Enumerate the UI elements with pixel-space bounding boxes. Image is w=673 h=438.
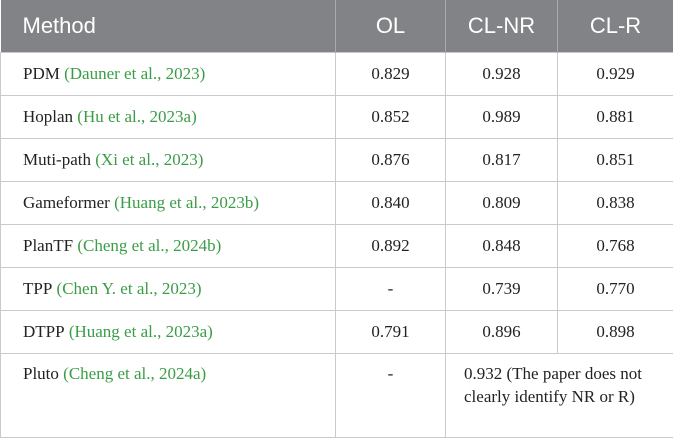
merged-note-cell: 0.932 (The paper does not clearly identi… [446, 354, 673, 438]
method-name: DTPP [23, 322, 65, 341]
ol-cell: 0.829 [336, 53, 446, 96]
cl-r-cell: 0.898 [558, 311, 673, 354]
ol-cell: 0.876 [336, 139, 446, 182]
page: {"table": { "header": ["Method", "OL", "… [0, 0, 673, 424]
method-cell: Pluto (Cheng et al., 2024a) [1, 354, 336, 438]
method-cell: Hoplan (Hu et al., 2023a) [1, 96, 336, 139]
header-cell: Method [1, 0, 336, 53]
citation: (Cheng et al., 2024b) [77, 236, 221, 255]
header-cell: OL [336, 0, 446, 53]
citation: (Huang et al., 2023a) [69, 322, 213, 341]
ol-cell: 0.840 [336, 182, 446, 225]
citation: (Cheng et al., 2024a) [63, 364, 206, 383]
citation: (Chen Y. et al., 2023) [57, 279, 202, 298]
method-name: PlanTF [23, 236, 73, 255]
cl-nr-cell: 0.739 [446, 268, 558, 311]
cl-r-cell: 0.838 [558, 182, 673, 225]
table-row: Pluto (Cheng et al., 2024a)-0.932 (The p… [1, 354, 673, 438]
cl-r-cell: 0.768 [558, 225, 673, 268]
cl-r-cell: 0.929 [558, 53, 673, 96]
method-cell: Gameformer (Huang et al., 2023b) [1, 182, 336, 225]
cl-nr-cell: 0.989 [446, 96, 558, 139]
citation: (Hu et al., 2023a) [77, 107, 196, 126]
method-cell: PlanTF (Cheng et al., 2024b) [1, 225, 336, 268]
ol-cell: - [336, 268, 446, 311]
ol-cell: - [336, 354, 446, 438]
header-cell: CL-NR [446, 0, 558, 53]
ol-cell: 0.852 [336, 96, 446, 139]
ol-cell: 0.892 [336, 225, 446, 268]
cl-nr-cell: 0.896 [446, 311, 558, 354]
method-name: PDM [23, 64, 60, 83]
header-row: Method OL CL-NR CL-R [1, 0, 673, 53]
method-cell: TPP (Chen Y. et al., 2023) [1, 268, 336, 311]
cl-r-cell: 0.770 [558, 268, 673, 311]
ol-cell: 0.791 [336, 311, 446, 354]
citation: (Xi et al., 2023) [95, 150, 203, 169]
cl-nr-cell: 0.817 [446, 139, 558, 182]
method-cell: DTPP (Huang et al., 2023a) [1, 311, 336, 354]
citation: (Dauner et al., 2023) [64, 64, 205, 83]
cl-r-cell: 0.851 [558, 139, 673, 182]
method-name: TPP [23, 279, 52, 298]
citation: (Huang et al., 2023b) [114, 193, 259, 212]
method-name: Pluto [23, 364, 59, 383]
cl-nr-cell: 0.928 [446, 53, 558, 96]
header-cell: CL-R [558, 0, 673, 53]
cl-nr-cell: 0.848 [446, 225, 558, 268]
cl-r-cell: 0.881 [558, 96, 673, 139]
method-name: Muti-path [23, 150, 91, 169]
cl-nr-cell: 0.809 [446, 182, 558, 225]
method-name: Gameformer [23, 193, 110, 212]
method-cell: Muti-path (Xi et al., 2023) [1, 139, 336, 182]
method-name: Hoplan [23, 107, 73, 126]
method-cell: PDM (Dauner et al., 2023) [1, 53, 336, 96]
